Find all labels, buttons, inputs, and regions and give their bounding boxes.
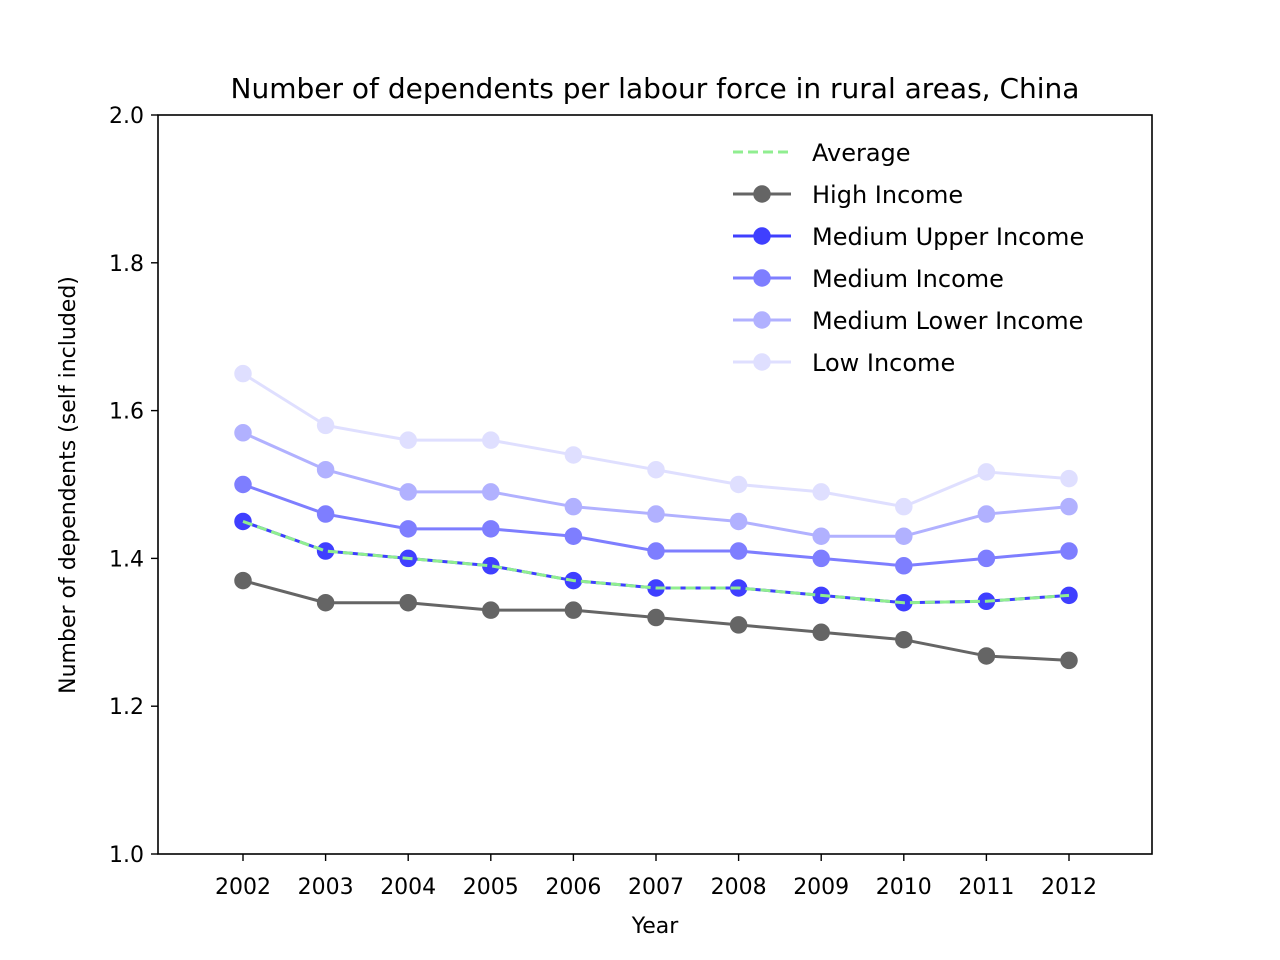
data-point-high-income (812, 623, 830, 642)
series-medium-income (234, 475, 1078, 575)
data-point-high-income (647, 608, 665, 627)
data-point-medium-lower-income (729, 512, 748, 531)
series-layer (234, 364, 1078, 670)
legend-swatch (733, 269, 791, 287)
y-axis: 1.0 1.2 1.4 1.6 1.8 2.0 (109, 104, 158, 868)
data-point-low-income (729, 475, 748, 494)
legend-entry-medium-lower-income: Medium Lower Income (733, 307, 1083, 335)
y-tick-label: 1.2 (109, 695, 144, 720)
legend-label: Medium Upper Income (812, 223, 1084, 251)
x-tick-label: 2002 (215, 875, 271, 900)
x-tick-label: 2009 (793, 875, 849, 900)
data-point-high-income (729, 616, 748, 634)
x-tick-label: 2004 (380, 875, 436, 900)
data-point-low-income (812, 483, 830, 501)
x-tick-label: 2005 (463, 875, 519, 900)
data-point-medium-income (729, 542, 748, 560)
data-point-high-income (234, 571, 252, 590)
data-point-medium-lower-income (812, 527, 830, 545)
y-axis-label: Number of dependents (self included) (56, 276, 81, 694)
x-tick-label: 2008 (711, 875, 767, 900)
data-point-medium-income (1060, 542, 1078, 560)
legend-label: Average (812, 139, 911, 167)
y-tick-label: 1.0 (109, 843, 144, 868)
series-line-average (242, 520, 1070, 605)
data-point-medium-income (399, 520, 417, 538)
data-point-low-income (234, 364, 252, 383)
x-tick-label: 2011 (958, 875, 1014, 900)
legend-label: Medium Income (812, 265, 1004, 293)
series-line-medium-lower-income (242, 431, 1070, 538)
legend: Average High Income Medium Upper Income Med… (733, 139, 1084, 377)
series-medium-lower-income (234, 424, 1078, 545)
legend-entry-medium-upper-income: Medium Upper Income (733, 223, 1084, 251)
data-point-medium-lower-income (234, 424, 252, 442)
legend-entry-medium-income: Medium Income (733, 265, 1004, 293)
series-average (242, 520, 1070, 605)
series-low-income (234, 364, 1078, 516)
y-tick-label: 2.0 (109, 104, 144, 129)
plot-area-frame (157, 114, 1153, 855)
data-point-medium-lower-income (316, 460, 335, 479)
data-point-medium-income (647, 542, 665, 560)
data-point-medium-income (895, 557, 913, 575)
legend-label: Low Income (812, 349, 955, 377)
data-point-high-income (895, 630, 913, 649)
x-tick-label: 2003 (298, 875, 354, 900)
legend-swatch (733, 311, 791, 329)
y-tick-label: 1.6 (109, 400, 144, 425)
data-point-high-income (482, 601, 500, 619)
data-point-medium-income (234, 475, 252, 494)
legend-entry-low-income: Low Income (733, 349, 955, 377)
series-line-low-income (242, 372, 1070, 509)
legend-swatch (733, 185, 791, 203)
data-point-medium-lower-income (1060, 497, 1078, 516)
x-tick-label: 2007 (628, 875, 684, 900)
data-point-low-income (399, 431, 417, 449)
data-point-medium-lower-income (647, 505, 665, 523)
data-point-medium-lower-income (895, 527, 913, 545)
data-point-medium-income (812, 549, 830, 568)
data-point-high-income (399, 593, 417, 612)
x-axis-label: Year (631, 914, 680, 939)
data-point-medium-income (316, 505, 335, 523)
data-point-high-income (1060, 651, 1078, 670)
data-point-low-income (316, 416, 335, 435)
legend-swatch (733, 353, 791, 371)
x-tick-label: 2012 (1041, 875, 1097, 900)
x-tick-label: 2006 (545, 875, 601, 900)
data-point-low-income (977, 463, 996, 481)
chart-title: Number of dependents per labour force in… (231, 72, 1080, 105)
data-point-high-income (316, 593, 335, 612)
data-point-high-income (977, 647, 996, 665)
legend-swatch (733, 227, 791, 245)
data-point-medium-lower-income (399, 483, 417, 501)
data-point-low-income (895, 497, 913, 516)
legend-label: High Income (812, 181, 963, 209)
series-high-income (234, 571, 1078, 670)
data-point-medium-income (977, 549, 996, 568)
legend-entry-high-income: High Income (733, 181, 963, 209)
legend-label: Medium Lower Income (812, 307, 1083, 335)
data-point-medium-lower-income (482, 483, 500, 501)
y-tick-label: 1.4 (109, 547, 144, 572)
data-point-medium-lower-income (977, 505, 996, 523)
y-tick-label: 1.8 (109, 252, 144, 277)
data-point-low-income (647, 460, 665, 479)
data-point-medium-income (482, 520, 500, 538)
data-point-low-income (482, 431, 500, 449)
data-point-medium-income (564, 527, 583, 545)
data-point-low-income (1060, 469, 1078, 488)
x-tick-label: 2010 (876, 875, 932, 900)
data-point-high-income (564, 601, 583, 619)
data-point-medium-lower-income (564, 497, 583, 516)
x-axis: 2002 2003 2004 2005 2006 2007 2008 2009 2010 2011… (215, 854, 1097, 900)
legend-entry-average: Average (733, 139, 911, 167)
data-point-low-income (564, 446, 583, 464)
